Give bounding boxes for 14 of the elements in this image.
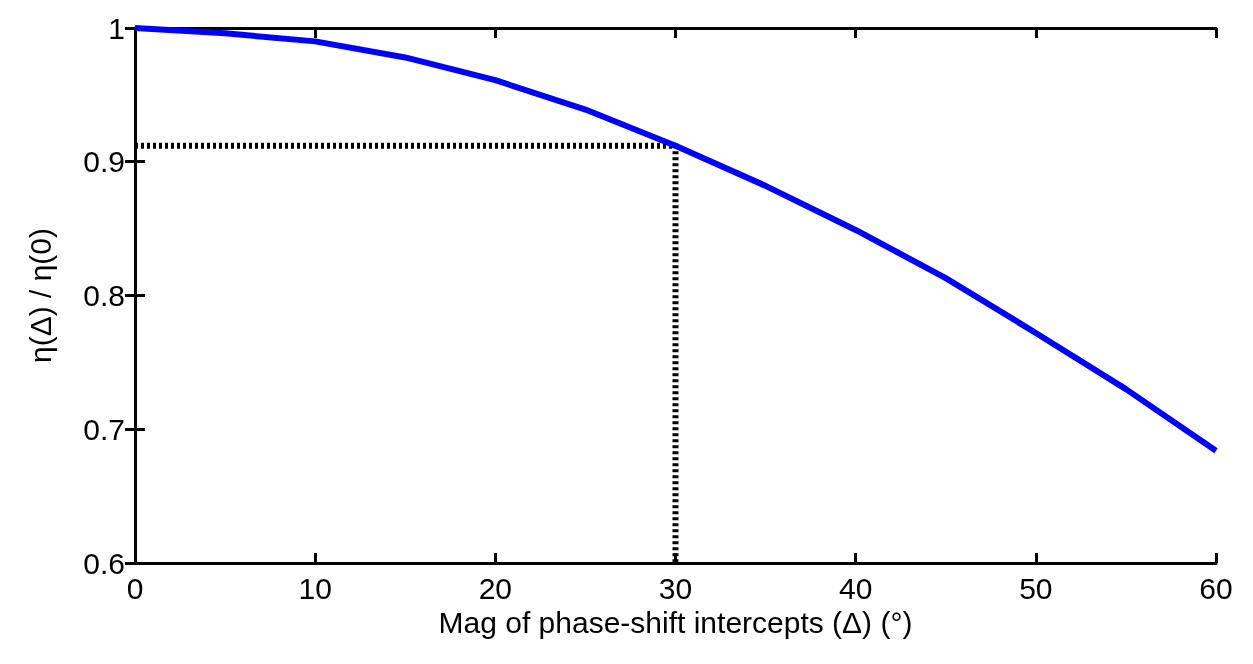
x-tick-label: 10	[298, 571, 332, 605]
y-tick-label: 0.9	[83, 145, 125, 179]
x-tick-label: 20	[478, 571, 513, 605]
x-tick-label: 0	[126, 571, 144, 605]
y-axis-title: η(Δ) / η(0)	[23, 227, 57, 364]
x-tick-label: 40	[838, 571, 873, 605]
x-tick-label: 60	[1199, 571, 1233, 605]
x-tick-label: 50	[1019, 571, 1053, 605]
x-axis-title: Mag of phase-shift intercepts (Δ) (°)	[438, 606, 913, 640]
y-tick-label: 1	[108, 11, 125, 45]
y-tick-label: 0.8	[83, 279, 125, 312]
y-tick-label: 0.7	[83, 412, 125, 446]
x-tick-label: 30	[658, 571, 693, 605]
y-tick-label: 0.6	[83, 546, 125, 580]
